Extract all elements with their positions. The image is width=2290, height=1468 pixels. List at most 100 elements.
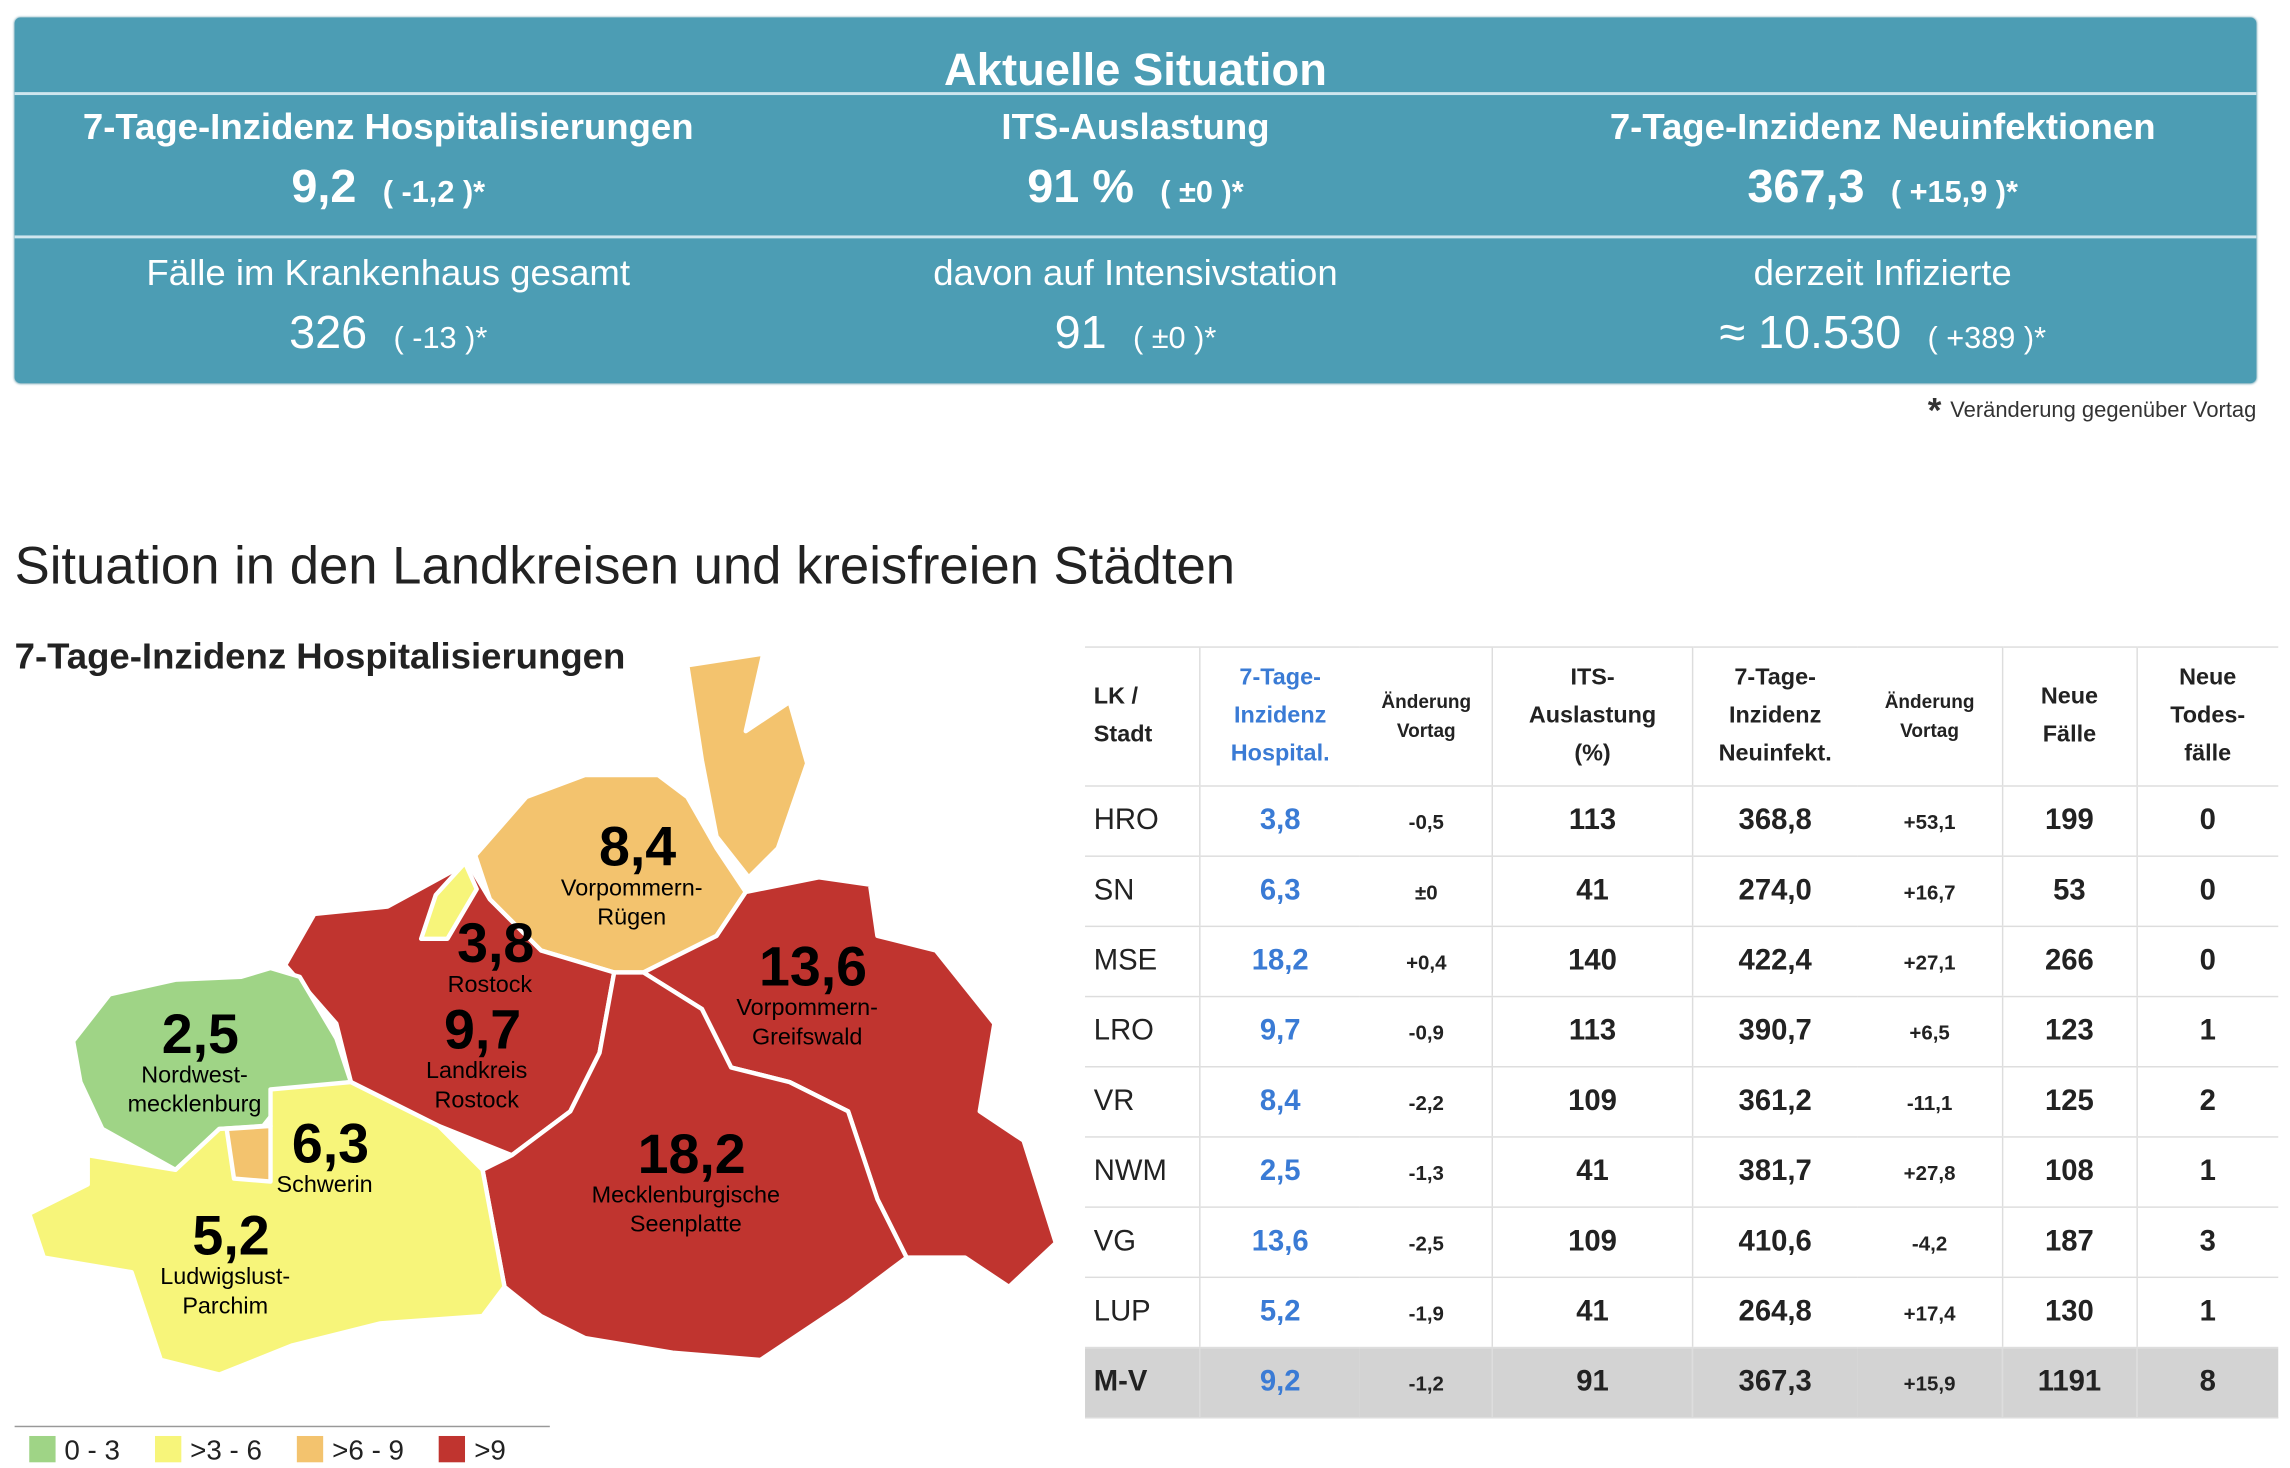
table-cell: VR <box>1085 1066 1200 1138</box>
table-cell: 2,5 <box>1198 1136 1361 1208</box>
summary-label: ITS-Auslastung <box>1001 106 1270 148</box>
table-cell: 13,6 <box>1198 1207 1361 1279</box>
footnote: * Veränderung gegenüber Vortag <box>1928 392 2257 433</box>
table-cell: NWM <box>1085 1136 1200 1208</box>
summary-value-line: 91 % ( ±0 )* <box>762 152 1509 227</box>
header-line: Änderung <box>1381 690 1472 713</box>
table-cell: 18,2 <box>1198 926 1361 998</box>
footnote-mark: * <box>1927 391 1942 432</box>
header-line: LK / <box>1093 684 1138 710</box>
legend-item: >3 - 6 <box>140 1435 262 1468</box>
table-cell: 0 <box>2135 926 2279 998</box>
table-cell: 199 <box>2001 785 2137 857</box>
region-name: Landkreis <box>426 1057 527 1083</box>
table-cell: 8 <box>2135 1347 2279 1419</box>
table-cell: 113 <box>1492 785 1693 857</box>
table-cell: 41 <box>1492 1277 1693 1349</box>
table-cell: 91 <box>1492 1347 1693 1419</box>
region-name: Parchim <box>182 1292 268 1318</box>
table-cell: MSE <box>1085 926 1200 998</box>
summary-change: ( ±0 )* <box>1132 321 1217 356</box>
region-value: 18,2 <box>638 1123 746 1185</box>
summary-label: 7-Tage-Inzidenz Neuinfektionen <box>1609 106 2156 148</box>
header-cell: LK / Stadt <box>1085 646 1200 787</box>
region-value: 8,4 <box>599 816 676 878</box>
table-cell: 187 <box>2001 1207 2137 1279</box>
table-cell: +53,1 <box>1857 785 2003 857</box>
table-cell: -1,3 <box>1360 1136 1493 1208</box>
summary-change: ( ±0 )* <box>1160 175 1244 210</box>
legend-label: >6 - 9 <box>332 1435 405 1467</box>
summary-cell: 7-Tage-Inzidenz Hospitalisierungen 9,2 ( -… <box>15 102 762 226</box>
table-cell: 5,2 <box>1198 1277 1361 1349</box>
table-cell: 0 <box>2135 856 2279 928</box>
table-cell: 109 <box>1492 1066 1693 1138</box>
table-cell: -0,9 <box>1360 996 1493 1068</box>
table-cell: 8,4 <box>1198 1066 1361 1138</box>
header-line: Inzidenz <box>1729 703 1822 729</box>
table-cell: +16,7 <box>1857 856 2003 928</box>
legend: 0 - 3 >3 - 6 >6 - 9 >9 <box>14 1425 550 1468</box>
table-cell: 0 <box>2135 785 2279 857</box>
region-name: Greifswald <box>752 1023 862 1049</box>
table-row: HRO 3,8 -0,5 113 368,8 +53,1 199 0 <box>1085 785 2279 857</box>
summary-change: ( +15,9 )* <box>1890 175 2018 210</box>
table-cell: 381,7 <box>1691 1136 1858 1208</box>
legend-label: 0 - 3 <box>64 1435 120 1467</box>
region-name: Nordwest- <box>141 1061 248 1087</box>
region-name: Rügen <box>597 903 666 929</box>
summary-cell: derzeit Infizierte ≈ 10.530 ( +389 )* <box>1509 249 2256 373</box>
summary-value-line: ≈ 10.530 ( +389 )* <box>1509 298 2256 373</box>
summary-value: 91 % <box>1027 159 1134 213</box>
header-line: Inzidenz <box>1234 703 1327 729</box>
region-shape <box>418 860 479 941</box>
summary-label: davon auf Intensivstation <box>933 252 1338 294</box>
table-cell: +15,9 <box>1857 1347 2003 1419</box>
header-line: Stadt <box>1093 722 1153 748</box>
header-line: Neuinfekt. <box>1718 741 1832 767</box>
section-heading: Situation in den Landkreisen und kreisfr… <box>14 535 1236 596</box>
summary-cell: davon auf Intensivstation 91 ( ±0 )* <box>762 249 1509 373</box>
header-line: Änderung <box>1884 690 1975 713</box>
data-table: LK / Stadt 7-Tage- Inzidenz Hospital. Änderun… <box>1085 646 2279 1419</box>
header-line: Vortag <box>1396 719 1456 742</box>
table-cell: 113 <box>1492 996 1693 1068</box>
table-cell: 1 <box>2135 1277 2279 1349</box>
summary-label: Fälle im Krankenhaus gesamt <box>146 252 631 294</box>
table-cell: 108 <box>2001 1136 2137 1208</box>
table-cell: 1 <box>2135 1136 2279 1208</box>
summary-value: 367,3 <box>1747 159 1865 213</box>
table-cell: 410,6 <box>1691 1207 1858 1279</box>
summary-change: ( +389 )* <box>1927 321 2047 356</box>
table-cell: 130 <box>2001 1277 2137 1349</box>
summary-change: ( -13 )* <box>393 321 488 356</box>
footnote-text: Veränderung gegenüber Vortag <box>1950 397 2257 423</box>
table-cell: 6,3 <box>1198 856 1361 928</box>
header-cell: 7-Tage- Inzidenz Hospital. <box>1198 646 1361 787</box>
header-cell: Neue Fälle <box>2001 646 2137 787</box>
table-cell: 3 <box>2135 1207 2279 1279</box>
table-cell: +6,5 <box>1857 996 2003 1068</box>
region-name: Rostock <box>434 1086 519 1112</box>
summary-value-line: 91 ( ±0 )* <box>762 298 1509 373</box>
table-cell: -2,2 <box>1360 1066 1493 1138</box>
region-name: Vorpommern- <box>736 994 878 1020</box>
table-cell: 125 <box>2001 1066 2137 1138</box>
table-cell: 368,8 <box>1691 785 1858 857</box>
table-cell: ±0 <box>1360 856 1493 928</box>
map-title: 7-Tage-Inzidenz Hospitalisierungen <box>14 636 626 678</box>
header-line: Fälle <box>2042 722 2097 748</box>
table-row: M-V 9,2 -1,2 91 367,3 +15,9 1191 8 <box>1085 1347 2279 1419</box>
legend-item: >9 <box>424 1435 506 1468</box>
legend-swatch <box>439 1435 466 1463</box>
table-cell: 2 <box>2135 1066 2279 1138</box>
header-cell: Neue Todes-fälle <box>2135 646 2279 787</box>
legend-item: >6 - 9 <box>282 1435 405 1468</box>
table-cell: 140 <box>1492 926 1693 998</box>
table-cell: VG <box>1085 1207 1200 1279</box>
header-cell: ITS- Auslastung (%) <box>1492 646 1693 787</box>
table-cell: +17,4 <box>1857 1277 2003 1349</box>
table-cell: 361,2 <box>1691 1066 1858 1138</box>
table-cell: 367,3 <box>1691 1347 1858 1419</box>
